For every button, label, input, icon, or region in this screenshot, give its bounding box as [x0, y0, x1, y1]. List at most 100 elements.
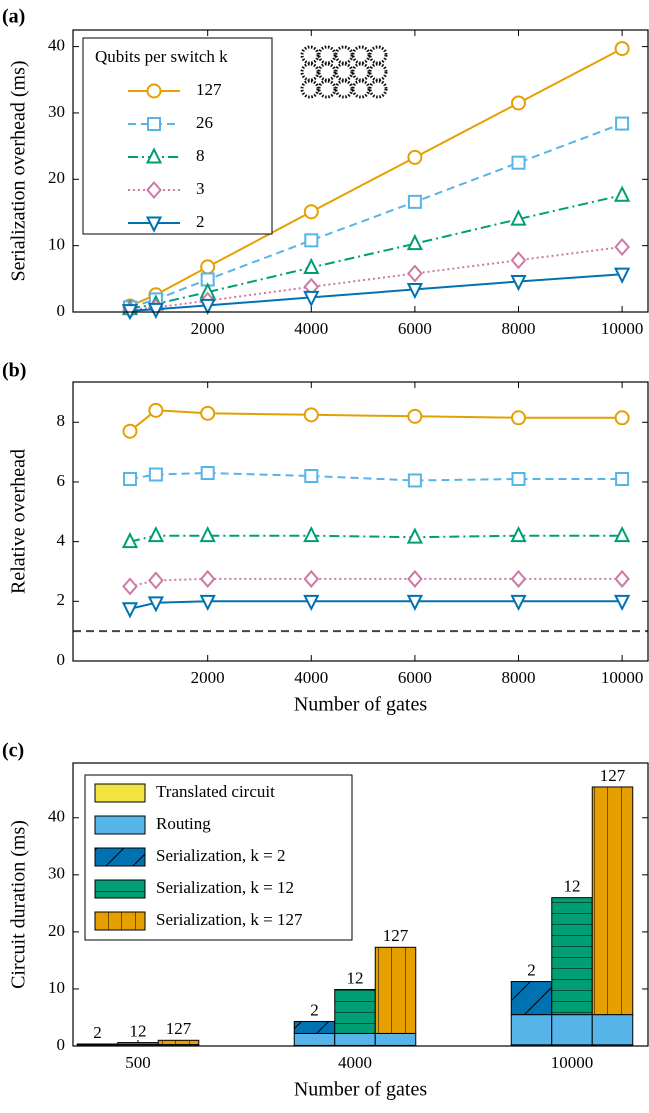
bar-label: 12 [130, 1021, 147, 1040]
bar-segment [117, 1042, 159, 1046]
x-tick-label: 8000 [501, 319, 535, 338]
x-tick-label: 4000 [294, 668, 328, 687]
marker [147, 525, 165, 543]
legend-label: 3 [196, 179, 205, 198]
bar-segment [551, 897, 593, 1016]
y-tick-label: 0 [57, 301, 66, 320]
marker [122, 577, 138, 596]
x-tick-label: 6000 [398, 668, 432, 687]
bar-segment [374, 1032, 417, 1046]
legend-patch [94, 879, 146, 899]
legend-patch [94, 911, 146, 931]
marker [121, 602, 139, 619]
marker [407, 194, 422, 209]
bar-segment [510, 981, 553, 1016]
bar-label: 2 [527, 960, 536, 979]
panel-label: (c) [2, 740, 24, 762]
marker [147, 302, 165, 320]
marker [303, 525, 320, 543]
marker [147, 596, 165, 613]
bar-segment [510, 1014, 553, 1046]
marker [407, 569, 423, 588]
marker [303, 257, 320, 275]
marker [199, 298, 216, 316]
marker [145, 216, 163, 233]
legend-label: 26 [196, 113, 213, 132]
marker [613, 594, 631, 612]
x-axis-label: Number of gates [294, 694, 428, 716]
x-tick-label: 8000 [501, 668, 535, 687]
legend-title: Qubits per switch k [95, 47, 228, 66]
x-tick-label: 2000 [191, 319, 225, 338]
marker [510, 569, 527, 588]
y-tick-label: 0 [57, 1035, 66, 1054]
legend-patch [94, 847, 146, 867]
y-tick-label: 40 [48, 807, 65, 826]
x-tick-label: 2000 [191, 668, 225, 687]
marker [200, 405, 216, 421]
bar-label: 12 [347, 968, 364, 987]
marker [614, 410, 630, 426]
marker [121, 531, 139, 549]
axes-frame [72, 29, 649, 313]
marker [303, 594, 320, 612]
y-tick-label: 2 [57, 590, 66, 609]
marker [407, 149, 423, 165]
bar-label: 127 [600, 766, 626, 785]
marker [304, 233, 319, 248]
y-tick-label: 6 [57, 471, 66, 490]
panel-label: (b) [2, 360, 26, 382]
legend-label: Serialization, k = 12 [156, 878, 294, 897]
y-tick-label: 30 [48, 102, 65, 121]
marker [146, 180, 162, 200]
y-tick-label: 30 [48, 864, 65, 883]
marker [407, 408, 423, 424]
y-tick-label: 40 [48, 35, 65, 54]
marker [614, 41, 630, 57]
marker [511, 155, 526, 170]
bar-segment [334, 1032, 376, 1046]
marker [510, 525, 527, 543]
marker [614, 569, 630, 588]
x-axis-label: Number of gates [294, 1079, 428, 1101]
marker [613, 525, 631, 543]
y-tick-label: 20 [48, 168, 65, 187]
bar-label: 127 [166, 1019, 192, 1038]
bar-segment [76, 1043, 119, 1046]
lattice-icon [300, 45, 388, 99]
marker [615, 471, 630, 486]
x-tick-label: 10000 [601, 319, 644, 338]
marker [613, 267, 631, 284]
marker [406, 233, 424, 251]
marker [303, 569, 320, 588]
y-tick-label: 20 [48, 921, 65, 940]
axes-frame [72, 762, 649, 1047]
legend-box [82, 37, 273, 235]
y-tick-label: 10 [48, 235, 65, 254]
panel-label: (a) [2, 6, 25, 28]
marker [304, 468, 319, 483]
marker [510, 95, 526, 111]
bar-label: 127 [383, 926, 409, 945]
marker [148, 571, 164, 590]
legend-label: 8 [196, 146, 205, 165]
marker [145, 147, 163, 164]
y-axis-label: Relative overhead [8, 449, 30, 594]
x-tick-label: 4000 [338, 1053, 372, 1072]
y-axis-label: Circuit duration (ms) [8, 820, 30, 989]
marker [148, 467, 163, 482]
marker [406, 282, 424, 300]
legend-label: 127 [196, 80, 222, 99]
marker [303, 204, 319, 220]
legend-label: Serialization, k = 2 [156, 846, 286, 865]
bar-label: 12 [564, 877, 581, 896]
bar-segment [591, 1014, 634, 1046]
marker [510, 209, 527, 226]
marker [406, 527, 424, 544]
legend-label: 2 [196, 212, 205, 231]
marker [614, 237, 630, 257]
marker [122, 423, 138, 439]
legend-label: Serialization, k = 127 [156, 910, 303, 929]
marker [510, 594, 527, 612]
marker [199, 569, 216, 588]
